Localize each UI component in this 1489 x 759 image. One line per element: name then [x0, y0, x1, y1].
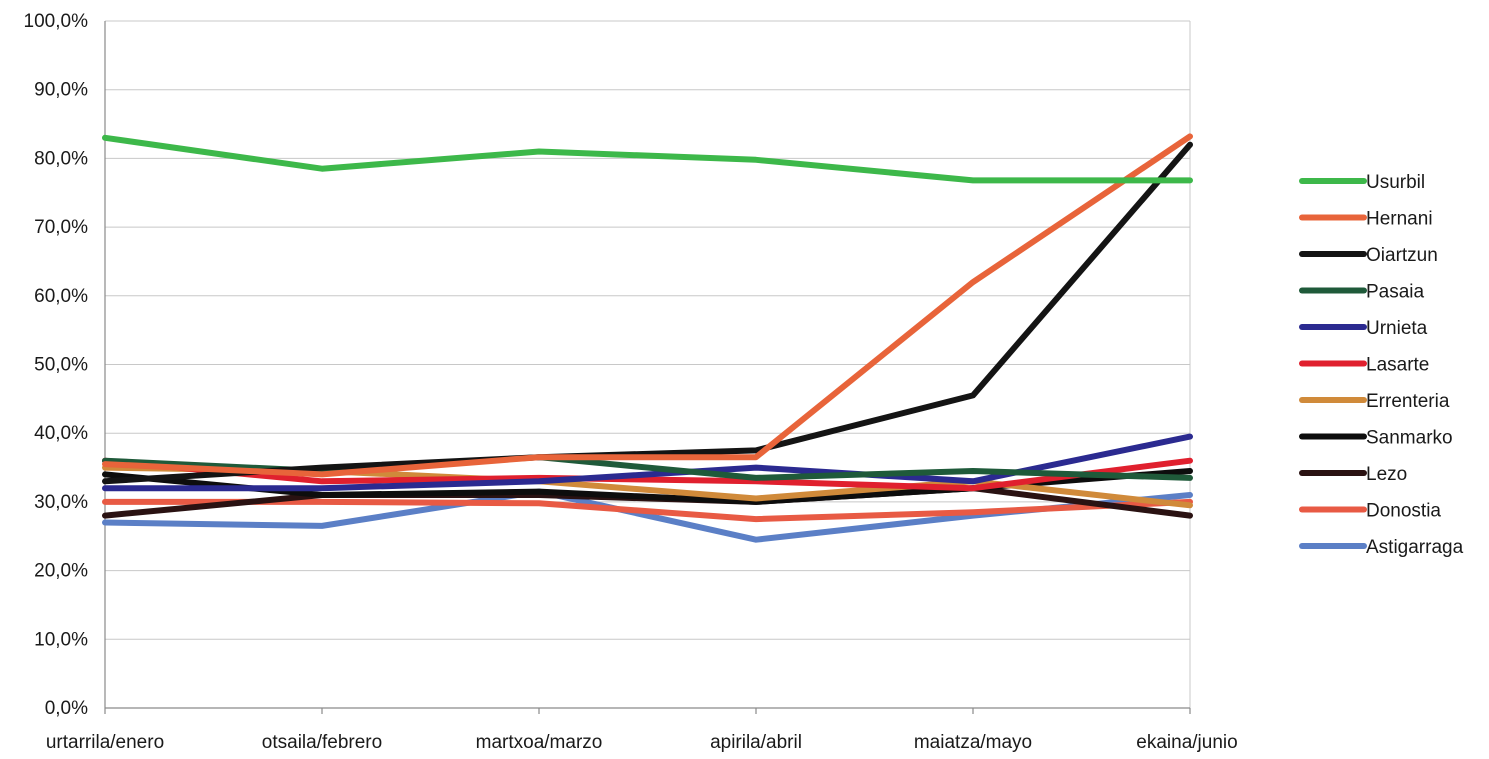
x-axis-ticks: urtarrila/enero otsaila/febrero martxoa/ma…	[46, 708, 1238, 753]
y-tick-label: 70,0%	[34, 217, 88, 238]
x-tick-label: apirila/abril	[710, 732, 802, 753]
legend-item-usurbil: Usurbil	[1299, 172, 1425, 193]
series-line-lasarte	[102, 457, 1193, 492]
series-line-oiartzun	[102, 141, 1193, 485]
legend: Usurbil Hernani Oiartzun Pasaia Urnieta Lasar…	[1299, 172, 1464, 558]
legend-item-lasarte: Lasarte	[1299, 355, 1429, 376]
legend-label: Pasaia	[1366, 282, 1425, 303]
legend-label: Usurbil	[1366, 172, 1425, 193]
y-tick-label: 20,0%	[34, 561, 88, 582]
x-tick-label: maiatza/mayo	[914, 732, 1032, 753]
legend-item-oiartzun: Oiartzun	[1299, 245, 1438, 266]
x-tick-label: martxoa/marzo	[476, 732, 603, 753]
legend-label: Lezo	[1366, 464, 1407, 485]
series-layer	[102, 133, 1193, 543]
grid-layer	[104, 20, 1191, 709]
legend-label: Errenteria	[1366, 391, 1450, 412]
legend-label: Hernani	[1366, 209, 1433, 230]
legend-item-donostia: Donostia	[1299, 501, 1441, 522]
y-tick-label: 10,0%	[34, 629, 88, 650]
x-tick-label: otsaila/febrero	[262, 732, 382, 753]
legend-label: Lasarte	[1366, 355, 1429, 376]
legend-label: Oiartzun	[1366, 245, 1438, 266]
legend-item-sanmarko: Sanmarko	[1299, 428, 1453, 449]
legend-label: Donostia	[1366, 501, 1441, 522]
y-tick-label: 80,0%	[34, 148, 88, 169]
series-line-usurbil	[102, 134, 1193, 184]
legend-item-lezo: Lezo	[1299, 464, 1407, 485]
y-tick-label: 40,0%	[34, 423, 88, 444]
legend-item-urnieta: Urnieta	[1299, 318, 1428, 339]
legend-item-pasaia: Pasaia	[1299, 282, 1425, 303]
y-tick-label: 60,0%	[34, 286, 88, 307]
x-tick-label: urtarrila/enero	[46, 732, 164, 753]
legend-item-errenteria: Errenteria	[1299, 391, 1450, 412]
y-tick-label: 50,0%	[34, 355, 88, 376]
legend-item-astigarraga: Astigarraga	[1299, 537, 1464, 558]
series-line-hernani	[102, 133, 1193, 478]
legend-label: Sanmarko	[1366, 428, 1453, 449]
y-tick-label: 30,0%	[34, 492, 88, 513]
y-tick-label: 90,0%	[34, 80, 88, 101]
legend-label: Astigarraga	[1366, 537, 1464, 558]
y-tick-label: 0,0%	[45, 698, 88, 719]
series-line-donostia	[102, 498, 1193, 523]
y-axis-ticks: 0,0% 10,0% 20,0% 30,0% 40,0% 50,0% 60,0% 70,0% 8…	[24, 11, 89, 719]
legend-label: Urnieta	[1366, 318, 1428, 339]
legend-item-hernani: Hernani	[1299, 209, 1433, 230]
x-tick-label: ekaina/junio	[1136, 732, 1237, 753]
y-tick-label: 100,0%	[24, 11, 89, 32]
